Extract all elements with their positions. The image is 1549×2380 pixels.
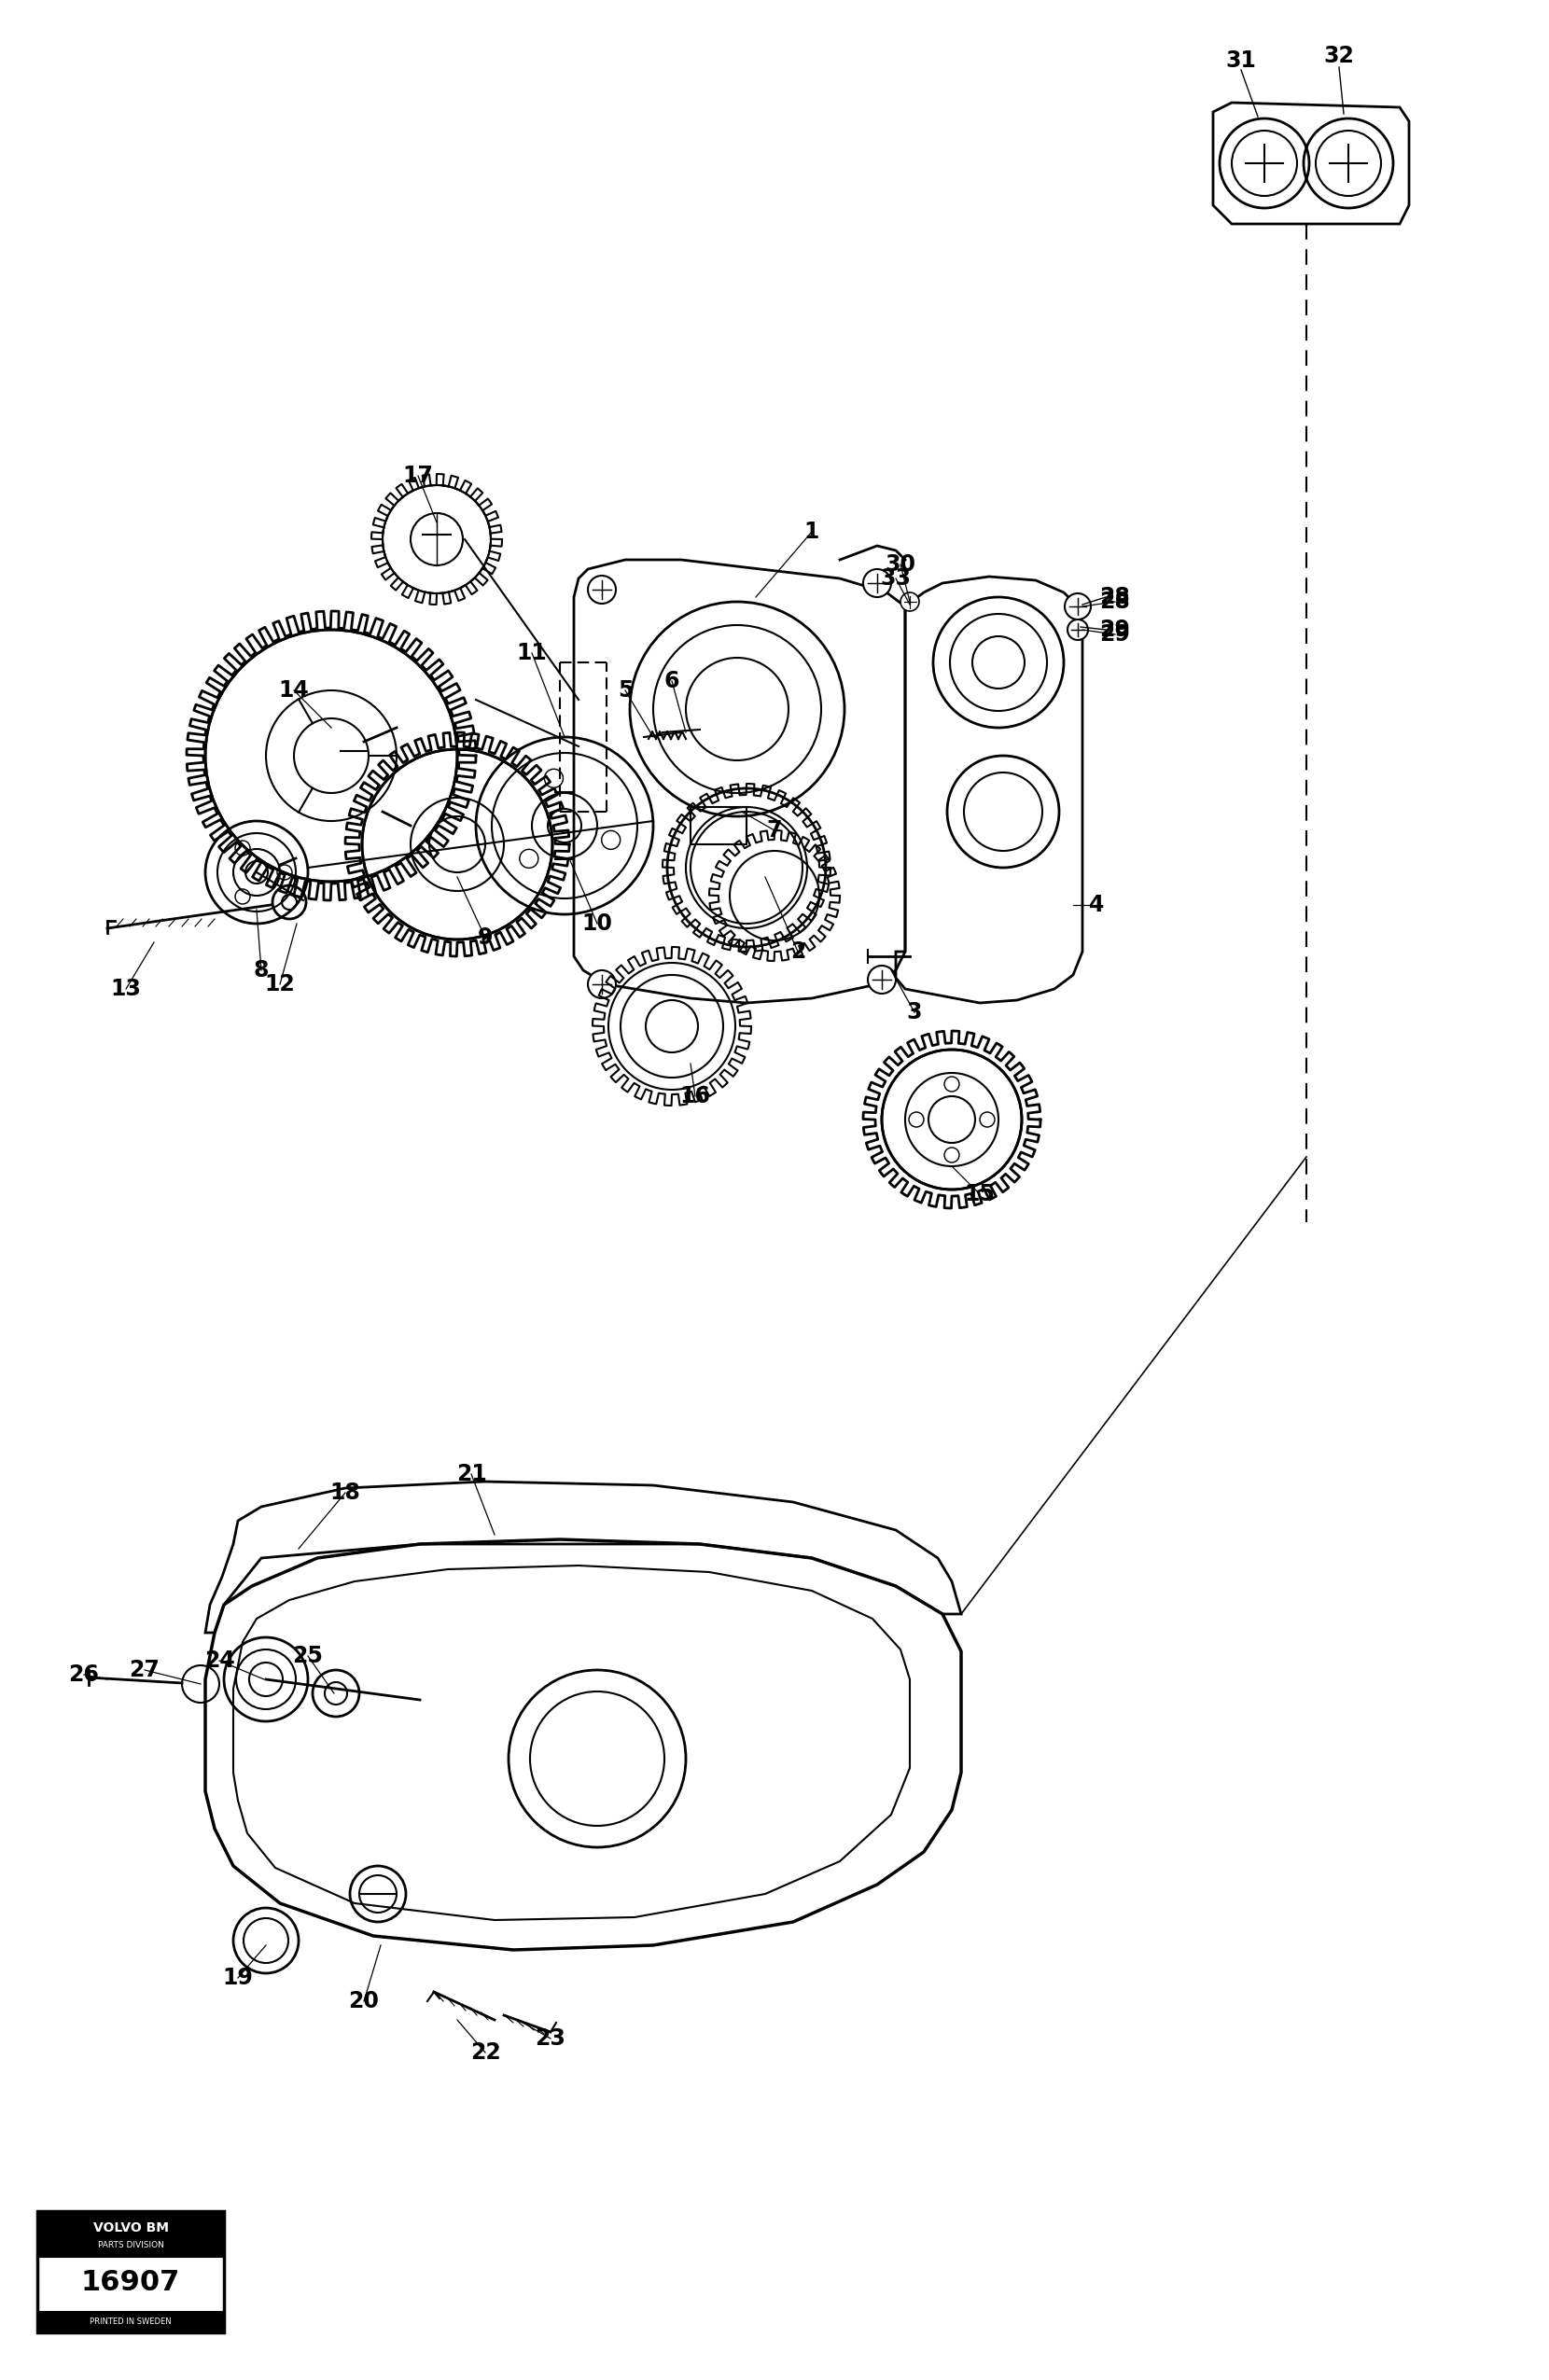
Text: 3: 3 xyxy=(906,1002,922,1023)
Text: 13: 13 xyxy=(110,978,141,1000)
Bar xyxy=(37,2211,225,2332)
Text: 8: 8 xyxy=(254,959,270,981)
Circle shape xyxy=(863,569,891,597)
Text: 6: 6 xyxy=(665,669,680,693)
Text: 12: 12 xyxy=(265,973,296,995)
Circle shape xyxy=(589,576,617,605)
Text: 28: 28 xyxy=(1100,585,1131,609)
Text: 28: 28 xyxy=(1100,590,1131,614)
Text: 4: 4 xyxy=(1089,895,1104,916)
Circle shape xyxy=(1067,619,1087,640)
Text: 18: 18 xyxy=(330,1483,361,1504)
Text: 7: 7 xyxy=(767,819,782,843)
Text: 32: 32 xyxy=(1324,45,1354,67)
Text: 16: 16 xyxy=(680,1085,711,1107)
Text: PARTS DIVISION: PARTS DIVISION xyxy=(98,2242,164,2249)
Text: VOLVO BM: VOLVO BM xyxy=(93,2221,169,2235)
Text: 23: 23 xyxy=(536,2028,565,2049)
Text: PRINTED IN SWEDEN: PRINTED IN SWEDEN xyxy=(90,2318,172,2325)
Text: 19: 19 xyxy=(223,1966,254,1990)
Text: 30: 30 xyxy=(884,552,915,576)
Bar xyxy=(37,2311,225,2332)
Text: 1: 1 xyxy=(804,521,819,543)
Text: 20: 20 xyxy=(349,1990,380,2013)
Text: 29: 29 xyxy=(1100,619,1131,640)
Text: 22: 22 xyxy=(469,2042,500,2063)
Text: 31: 31 xyxy=(1225,50,1256,71)
Text: 10: 10 xyxy=(582,912,612,935)
Text: 29: 29 xyxy=(1100,624,1131,645)
Circle shape xyxy=(1064,593,1090,619)
Text: 21: 21 xyxy=(455,1464,486,1485)
Bar xyxy=(691,807,747,845)
Text: 17: 17 xyxy=(403,464,434,488)
Text: 14: 14 xyxy=(279,678,310,702)
Circle shape xyxy=(589,971,617,997)
Text: 5: 5 xyxy=(618,678,634,702)
Text: 33: 33 xyxy=(880,566,911,590)
Text: 27: 27 xyxy=(129,1659,160,1680)
Text: 26: 26 xyxy=(68,1664,99,1685)
Text: 2: 2 xyxy=(790,940,805,964)
Circle shape xyxy=(900,593,919,612)
Circle shape xyxy=(867,966,895,992)
Text: 16907: 16907 xyxy=(81,2268,180,2297)
Bar xyxy=(37,2211,225,2256)
Text: 24: 24 xyxy=(204,1649,234,1671)
Text: 11: 11 xyxy=(517,643,547,664)
Text: 9: 9 xyxy=(477,926,493,950)
Text: 15: 15 xyxy=(965,1183,994,1204)
Text: 25: 25 xyxy=(293,1645,324,1668)
